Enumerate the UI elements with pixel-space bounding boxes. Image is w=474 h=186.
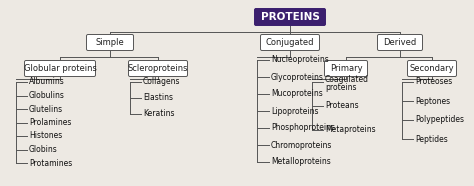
Text: Metalloproteins: Metalloproteins xyxy=(271,158,331,166)
FancyBboxPatch shape xyxy=(128,60,188,76)
Text: Glutelins: Glutelins xyxy=(29,105,63,113)
Text: Histones: Histones xyxy=(29,132,62,140)
Text: Chromoproteins: Chromoproteins xyxy=(271,140,332,150)
Text: Elastins: Elastins xyxy=(143,94,173,102)
Text: Derived: Derived xyxy=(383,38,417,47)
Text: Globins: Globins xyxy=(29,145,58,154)
FancyBboxPatch shape xyxy=(408,60,456,76)
FancyBboxPatch shape xyxy=(25,60,95,76)
Text: Simple: Simple xyxy=(96,38,124,47)
Text: Coagulated: Coagulated xyxy=(325,75,369,84)
Text: Prolamines: Prolamines xyxy=(29,118,72,127)
Text: Metaproteins: Metaproteins xyxy=(325,126,375,134)
Text: Glycoproteins: Glycoproteins xyxy=(271,73,324,81)
Text: Globular proteins: Globular proteins xyxy=(24,64,96,73)
Text: Keratins: Keratins xyxy=(143,110,174,118)
Text: Secondary: Secondary xyxy=(410,64,454,73)
FancyBboxPatch shape xyxy=(261,34,319,51)
Text: Nucleoproteins: Nucleoproteins xyxy=(271,55,329,65)
Text: Proteoses: Proteoses xyxy=(415,78,452,86)
Text: Collagens: Collagens xyxy=(143,78,181,86)
Text: Conjugated: Conjugated xyxy=(266,38,314,47)
Text: Peptones: Peptones xyxy=(415,97,450,105)
Text: proteins: proteins xyxy=(325,83,356,92)
Text: Albumins: Albumins xyxy=(29,78,65,86)
Text: Mucoproteins: Mucoproteins xyxy=(271,89,323,99)
Text: Proteans: Proteans xyxy=(325,102,359,110)
FancyBboxPatch shape xyxy=(255,9,326,25)
FancyBboxPatch shape xyxy=(325,60,367,76)
Text: Scleroproteins: Scleroproteins xyxy=(128,64,188,73)
Text: PROTEINS: PROTEINS xyxy=(261,12,319,22)
FancyBboxPatch shape xyxy=(86,34,134,51)
Text: Peptides: Peptides xyxy=(415,134,448,144)
FancyBboxPatch shape xyxy=(377,34,422,51)
Text: Globulins: Globulins xyxy=(29,91,65,100)
Text: Polypeptides: Polypeptides xyxy=(415,116,464,124)
Text: Lipoproteins: Lipoproteins xyxy=(271,107,319,116)
Text: Protamines: Protamines xyxy=(29,158,72,168)
Text: Primary: Primary xyxy=(330,64,362,73)
Text: Phosphoproteins: Phosphoproteins xyxy=(271,124,335,132)
